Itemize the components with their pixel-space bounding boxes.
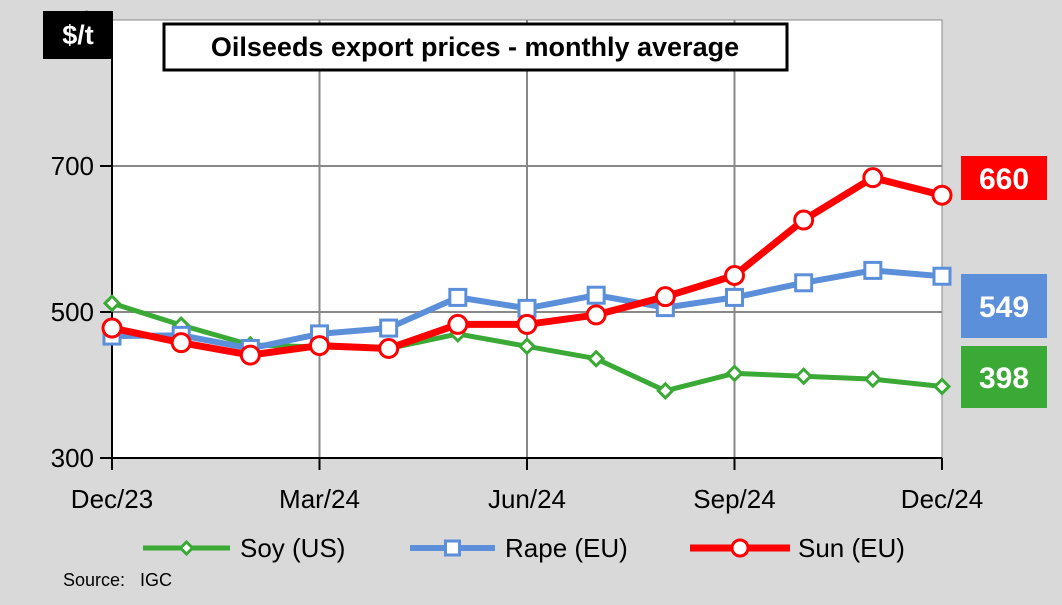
x-tick-label: Dec/24: [901, 484, 983, 514]
data-point: [447, 313, 469, 335]
end-label-box: [961, 274, 1047, 338]
end-label: 660: [961, 156, 1047, 200]
data-point: [170, 332, 192, 354]
end-label: 398: [961, 346, 1047, 408]
data-point: [516, 313, 538, 335]
end-label-value: 660: [979, 163, 1029, 196]
unit-label: $/t: [62, 20, 94, 50]
data-point: [725, 287, 744, 307]
source-label: Source: IGC: [63, 570, 172, 590]
end-label: 549: [961, 274, 1047, 338]
end-label-box: [961, 346, 1047, 408]
y-tick-label: 700: [51, 151, 94, 181]
legend-item: Sun (EU): [690, 533, 905, 563]
y-tick-label: 500: [51, 297, 94, 327]
end-label-value: 549: [979, 291, 1029, 324]
legend-marker: [444, 539, 461, 557]
x-tick-label: Sep/24: [693, 484, 775, 514]
unit-box: $/t: [43, 11, 113, 59]
data-point: [725, 364, 744, 383]
data-point: [101, 317, 123, 339]
data-point: [724, 265, 745, 286]
chart-title-box: Oilseeds export prices - monthly average: [162, 22, 789, 72]
legend: Soy (US) Rape (EU) Sun (EU): [143, 533, 905, 563]
data-point: [587, 349, 606, 368]
data-point: [794, 273, 814, 293]
x-tick-label: Jun/24: [488, 484, 566, 514]
legend-label: Soy (US): [240, 533, 345, 563]
data-point: [862, 167, 884, 189]
data-point: [586, 285, 606, 305]
data-point: [932, 377, 952, 396]
legend-marker: [730, 538, 750, 558]
data-point: [794, 367, 813, 386]
y-tick-label: 300: [51, 443, 94, 473]
data-point: [931, 184, 953, 206]
data-point: [239, 344, 261, 366]
data-point: [863, 260, 883, 280]
end-label-value: 398: [979, 362, 1029, 395]
data-point: [448, 287, 468, 307]
data-point: [309, 335, 330, 357]
end-labels: 660 549 398: [961, 156, 1047, 408]
data-point: [102, 294, 122, 313]
legend-marker: [178, 539, 195, 557]
data-point: [517, 337, 537, 356]
legend-item: Soy (US): [143, 533, 345, 563]
data-point: [863, 370, 882, 389]
data-point: [793, 209, 815, 231]
data-point: [654, 286, 676, 308]
data-point: [932, 266, 952, 286]
x-tick-label: Mar/24: [279, 484, 360, 514]
series-lines: [101, 167, 953, 400]
legend-item: Rape (EU): [410, 533, 628, 563]
series-circle: [101, 167, 953, 366]
data-point: [378, 338, 400, 359]
end-label-box: [961, 156, 1047, 200]
legend-label: Rape (EU): [505, 533, 628, 563]
data-point: [656, 381, 675, 400]
x-tick-label: Dec/23: [71, 484, 153, 514]
chart-title: Oilseeds export prices - monthly average: [211, 32, 739, 62]
legend-label: Sun (EU): [798, 533, 905, 563]
data-point: [585, 304, 607, 326]
data-point: [379, 318, 399, 338]
